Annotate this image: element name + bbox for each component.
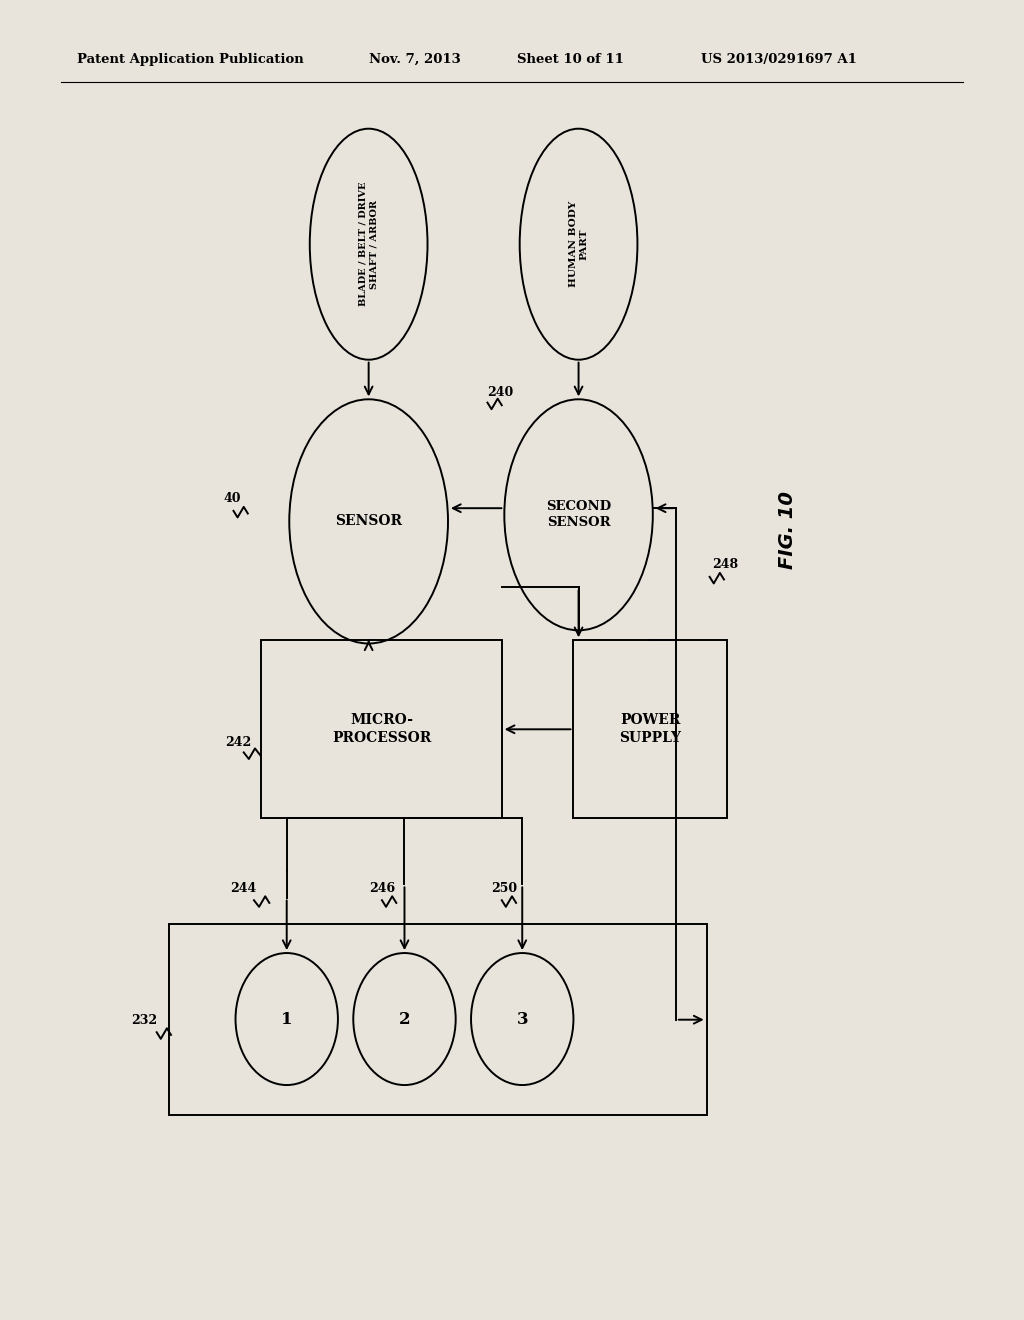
Text: 40: 40: [223, 491, 241, 504]
Text: 2: 2: [398, 1011, 411, 1027]
Bar: [169, 924, 707, 1115]
Text: Patent Application Publication: Patent Application Publication: [77, 53, 303, 66]
Text: 242: 242: [225, 735, 252, 748]
Text: 3: 3: [516, 1011, 528, 1027]
Text: Sheet 10 of 11: Sheet 10 of 11: [517, 53, 624, 66]
Text: HUMAN BODY
PART: HUMAN BODY PART: [568, 201, 589, 288]
Text: 1: 1: [281, 1011, 293, 1027]
Text: SENSOR: SENSOR: [335, 515, 402, 528]
Text: FIG. 10: FIG. 10: [778, 491, 798, 569]
Bar: [573, 640, 727, 818]
Text: 248: 248: [712, 557, 738, 570]
Text: 250: 250: [492, 882, 518, 895]
Text: MICRO-
PROCESSOR: MICRO- PROCESSOR: [332, 713, 431, 746]
Text: BLADE / BELT / DRIVE
SHAFT / ARBOR: BLADE / BELT / DRIVE SHAFT / ARBOR: [358, 182, 379, 306]
Text: 240: 240: [487, 385, 514, 399]
Text: SECOND
SENSOR: SECOND SENSOR: [546, 500, 611, 529]
Text: POWER
SUPPLY: POWER SUPPLY: [620, 713, 681, 746]
Bar: [261, 640, 502, 818]
Text: Nov. 7, 2013: Nov. 7, 2013: [369, 53, 461, 66]
Text: US 2013/0291697 A1: US 2013/0291697 A1: [701, 53, 857, 66]
Text: 232: 232: [131, 1014, 158, 1027]
Text: 246: 246: [369, 882, 395, 895]
Text: 244: 244: [230, 882, 257, 895]
